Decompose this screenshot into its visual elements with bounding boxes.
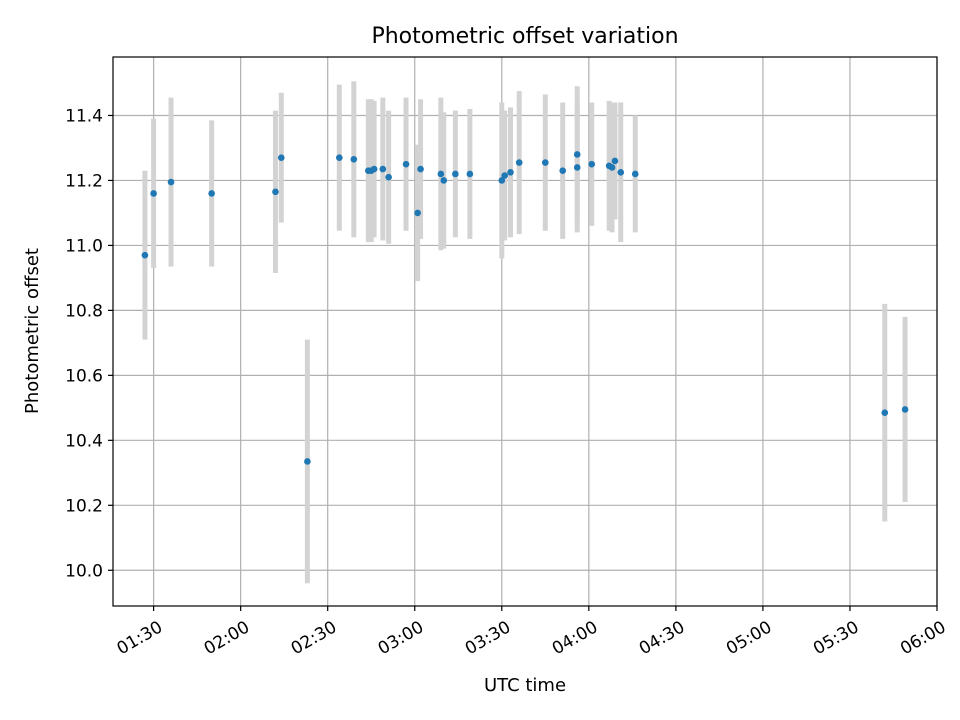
data-point — [901, 406, 909, 413]
data-point — [402, 160, 410, 168]
y-axis-label: Photometric offset — [22, 248, 43, 414]
ticks: 01:30 02:00 02:30 03:00 03:30 04:00 04:30 05:00… — [65, 106, 949, 659]
data-point — [370, 165, 378, 173]
data-point — [417, 165, 424, 173]
x-tick-label: 05:30 — [810, 617, 862, 659]
y-tick-label: 11.0 — [65, 236, 103, 256]
data-point — [631, 170, 639, 178]
data-point — [588, 160, 596, 168]
x-axis-label: UTC time — [484, 675, 566, 696]
y-tick-label: 10.0 — [65, 561, 103, 581]
data-point — [559, 167, 567, 174]
data-point — [466, 170, 474, 178]
data-point — [414, 209, 421, 217]
x-tick-label: 04:30 — [636, 617, 688, 659]
data-point — [617, 169, 625, 176]
x-tick-label: 02:30 — [288, 617, 340, 659]
data-point — [150, 190, 157, 197]
data-point — [208, 190, 215, 197]
x-tick-label: 05:00 — [723, 617, 775, 659]
data-point — [304, 458, 311, 465]
data-point — [573, 151, 581, 158]
plot-frame — [112, 56, 938, 607]
data-point — [440, 177, 448, 184]
data-point — [573, 164, 581, 171]
data-point — [608, 164, 616, 171]
data-point — [507, 169, 514, 176]
x-tick-label: 04:00 — [549, 617, 601, 659]
data-point — [437, 170, 445, 178]
y-tick-label: 10.6 — [65, 366, 103, 386]
data-point — [515, 159, 523, 166]
data-point — [272, 188, 279, 196]
data-point — [498, 177, 506, 184]
data-point — [350, 156, 358, 163]
x-tick-label: 02:00 — [201, 617, 253, 659]
x-tick-label: 01:30 — [114, 617, 166, 659]
y-tick-label: 11.2 — [65, 171, 103, 191]
data-point — [141, 251, 149, 259]
y-tick-label: 10.2 — [65, 496, 103, 516]
y-tick-label: 10.4 — [65, 431, 103, 451]
chart-title: Photometric offset variation — [371, 24, 678, 49]
data-point — [501, 172, 508, 179]
data-point — [542, 159, 549, 166]
data-point — [881, 409, 889, 417]
data-point — [611, 157, 619, 165]
y-tick-label: 11.4 — [65, 106, 103, 126]
x-tick-label: 03:00 — [375, 617, 427, 659]
data-point — [379, 165, 387, 173]
x-tick-label: 06:00 — [897, 617, 949, 659]
data-point — [277, 154, 285, 162]
grid — [113, 57, 938, 606]
data-point — [385, 173, 392, 181]
error-bars — [142, 81, 908, 584]
data-point — [336, 154, 343, 162]
x-tick-label: 03:30 — [462, 617, 514, 659]
data-point — [167, 178, 175, 186]
y-tick-label: 10.8 — [65, 301, 103, 321]
data-points — [141, 151, 909, 465]
data-point — [452, 170, 459, 178]
